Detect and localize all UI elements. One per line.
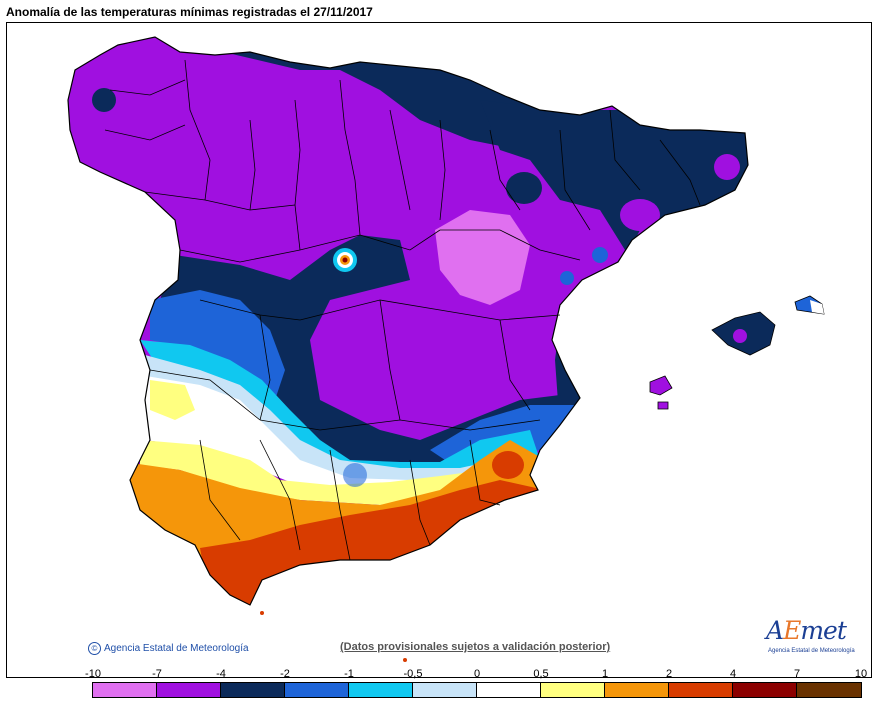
legend-swatch: [93, 683, 157, 697]
madrid-hotspot-core: [342, 257, 348, 263]
legend-swatch: [477, 683, 541, 697]
legend-swatch: [797, 683, 861, 697]
melilla-marker: [403, 658, 407, 662]
legend-swatch: [221, 683, 285, 697]
field-red-orange-spot: [492, 451, 524, 479]
credit-text: Agencia Estatal de Meteorología: [104, 643, 249, 655]
field-yellow-small: [150, 380, 195, 420]
field-cyan: [140, 340, 540, 480]
legend-label: -4: [216, 668, 226, 680]
legend-swatch: [541, 683, 605, 697]
disclaimer: (Datos provisionales sujetos a validació…: [340, 641, 611, 653]
legend-labels: -10 -7 -4 -2 -1 -0,5 0 0,5 1 2 4 7 10: [0, 668, 882, 682]
legend-swatch: [157, 683, 221, 697]
field-orange: [125, 440, 545, 575]
agency-credit: © Agencia Estatal de Meteorología: [88, 642, 249, 655]
legend-label: 2: [665, 668, 673, 680]
menorca-white: [810, 300, 824, 314]
field-violet-spot-east: [620, 199, 660, 231]
mallorca-violet-spot: [733, 329, 747, 343]
color-legend: [92, 682, 862, 698]
legend-label: 0: [473, 668, 481, 680]
legend-swatch: [349, 683, 413, 697]
legend-label: -2: [280, 668, 290, 680]
field-blue-spot-1: [592, 247, 608, 263]
legend-label: -10: [85, 668, 101, 680]
ibiza: [649, 375, 673, 396]
map-frame: [6, 22, 872, 678]
field-white: [140, 375, 530, 496]
legend-label: -7: [152, 668, 162, 680]
field-navy-spot-aragon: [506, 172, 542, 204]
legend-label: 4: [729, 668, 737, 680]
logo-subtitle: Agencia Estatal de Meteorología: [768, 648, 855, 654]
field-navy-central: [160, 235, 570, 470]
legend-label: 0,5: [533, 668, 549, 680]
legend-swatch: [285, 683, 349, 697]
formentera: [657, 401, 669, 410]
legend-swatch: [733, 683, 797, 697]
field-blue-west: [150, 290, 285, 400]
field-blue-spot-2: [560, 271, 574, 285]
legend-swatch: [413, 683, 477, 697]
province-borders: [104, 59, 701, 561]
field-blue-spot-south: [343, 463, 367, 487]
legend-label: 7: [793, 668, 801, 680]
field-violet-spot-catalonia: [714, 154, 740, 180]
field-pale-blue: [145, 355, 540, 488]
ceuta-marker: [260, 611, 264, 615]
map-title: Anomalía de las temperaturas mínimas reg…: [6, 5, 373, 19]
field-light-violet: [435, 210, 530, 305]
legend-label: -0,5: [403, 668, 423, 680]
legend-label: 10: [854, 668, 868, 680]
logo-wordmark: AEmet: [766, 616, 847, 645]
legend-label: 1: [601, 668, 609, 680]
aemet-logo: AEmet Agencia Estatal de Meteorología: [766, 616, 866, 660]
copyright-icon: ©: [88, 642, 101, 655]
field-navy-spot-galicia: [92, 88, 116, 112]
legend-swatch: [605, 683, 669, 697]
legend-label: -1: [344, 668, 354, 680]
legend-swatch: [669, 683, 733, 697]
